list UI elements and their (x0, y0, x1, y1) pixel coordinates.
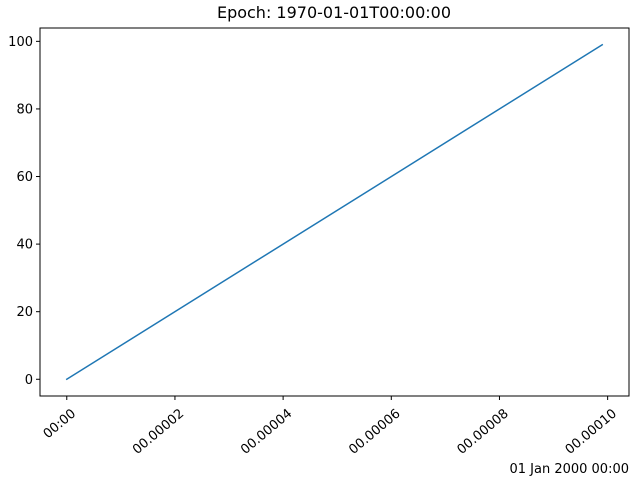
y-tick-label: 40 (16, 238, 33, 253)
series-layer (65, 43, 604, 381)
y-axis: 0 20 40 60 80 100 (8, 35, 40, 388)
y-tick-label: 80 (16, 102, 33, 117)
y-tick-label: 20 (16, 305, 33, 320)
chart-title: Epoch: 1970-01-01T00:00:00 (217, 3, 451, 22)
series-line (65, 43, 604, 381)
plot-area (39, 27, 630, 397)
x-axis-offset-label: 01 Jan 2000 00:00 (509, 462, 629, 477)
y-tick-label: 100 (8, 35, 33, 50)
y-tick-label: 60 (16, 170, 33, 185)
y-tick-label: 0 (25, 373, 33, 388)
